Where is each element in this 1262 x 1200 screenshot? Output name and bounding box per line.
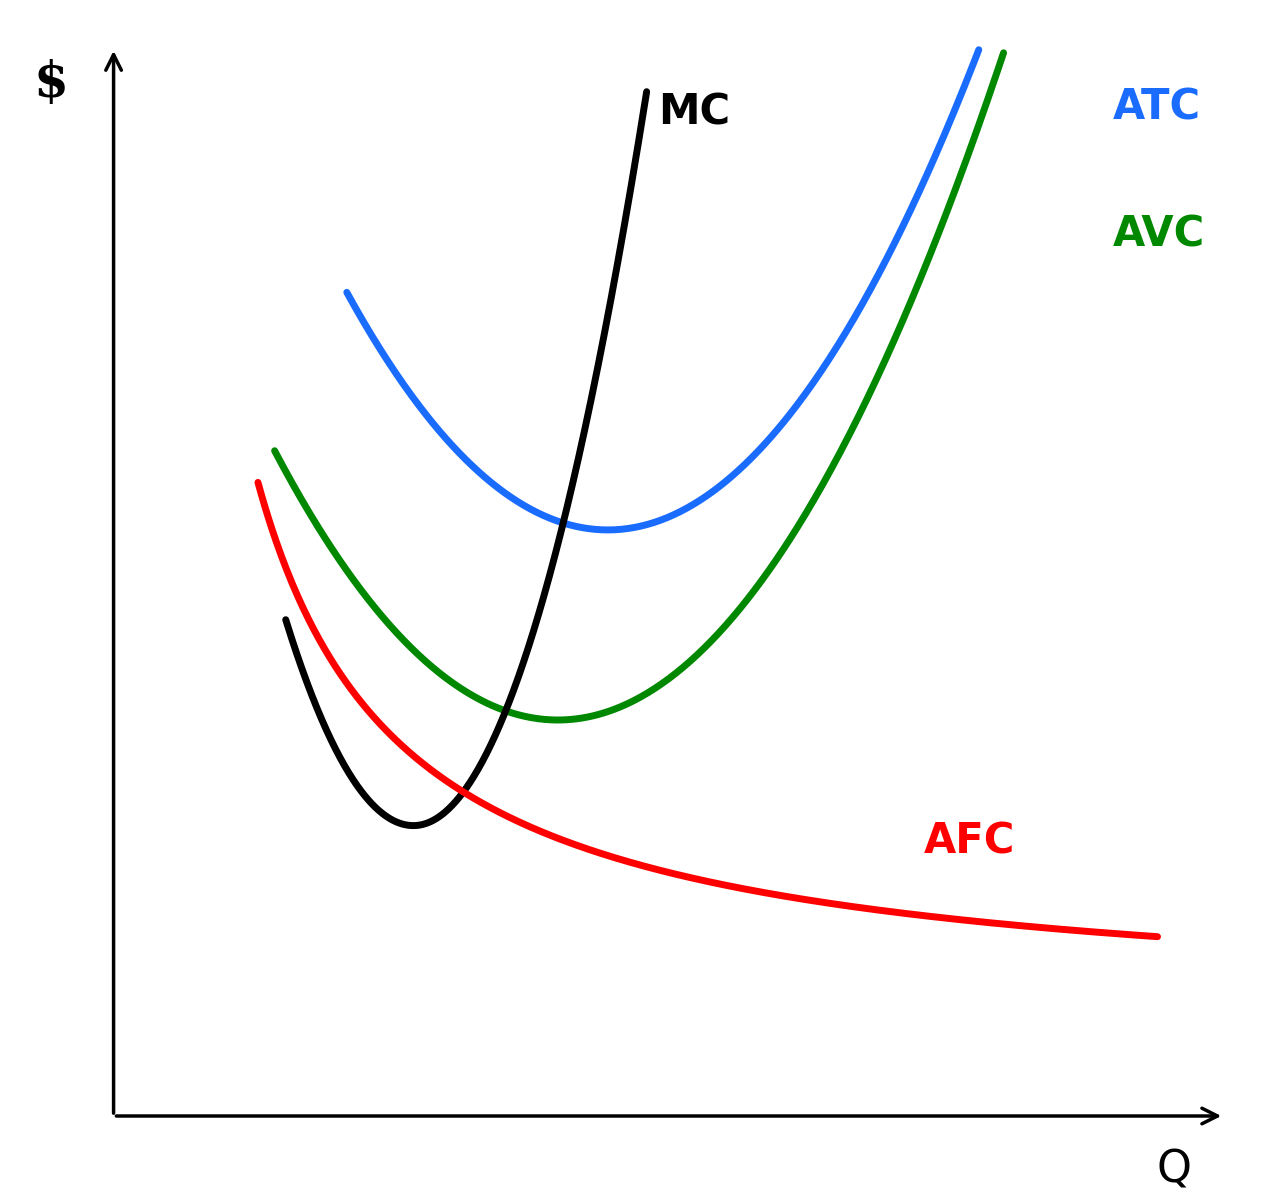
Text: AVC: AVC [1113,214,1205,256]
Text: MC: MC [658,91,729,133]
Text: ATC: ATC [1113,86,1201,128]
Text: Q: Q [1156,1148,1191,1192]
Text: $: $ [33,60,68,108]
Text: AFC: AFC [924,821,1016,863]
